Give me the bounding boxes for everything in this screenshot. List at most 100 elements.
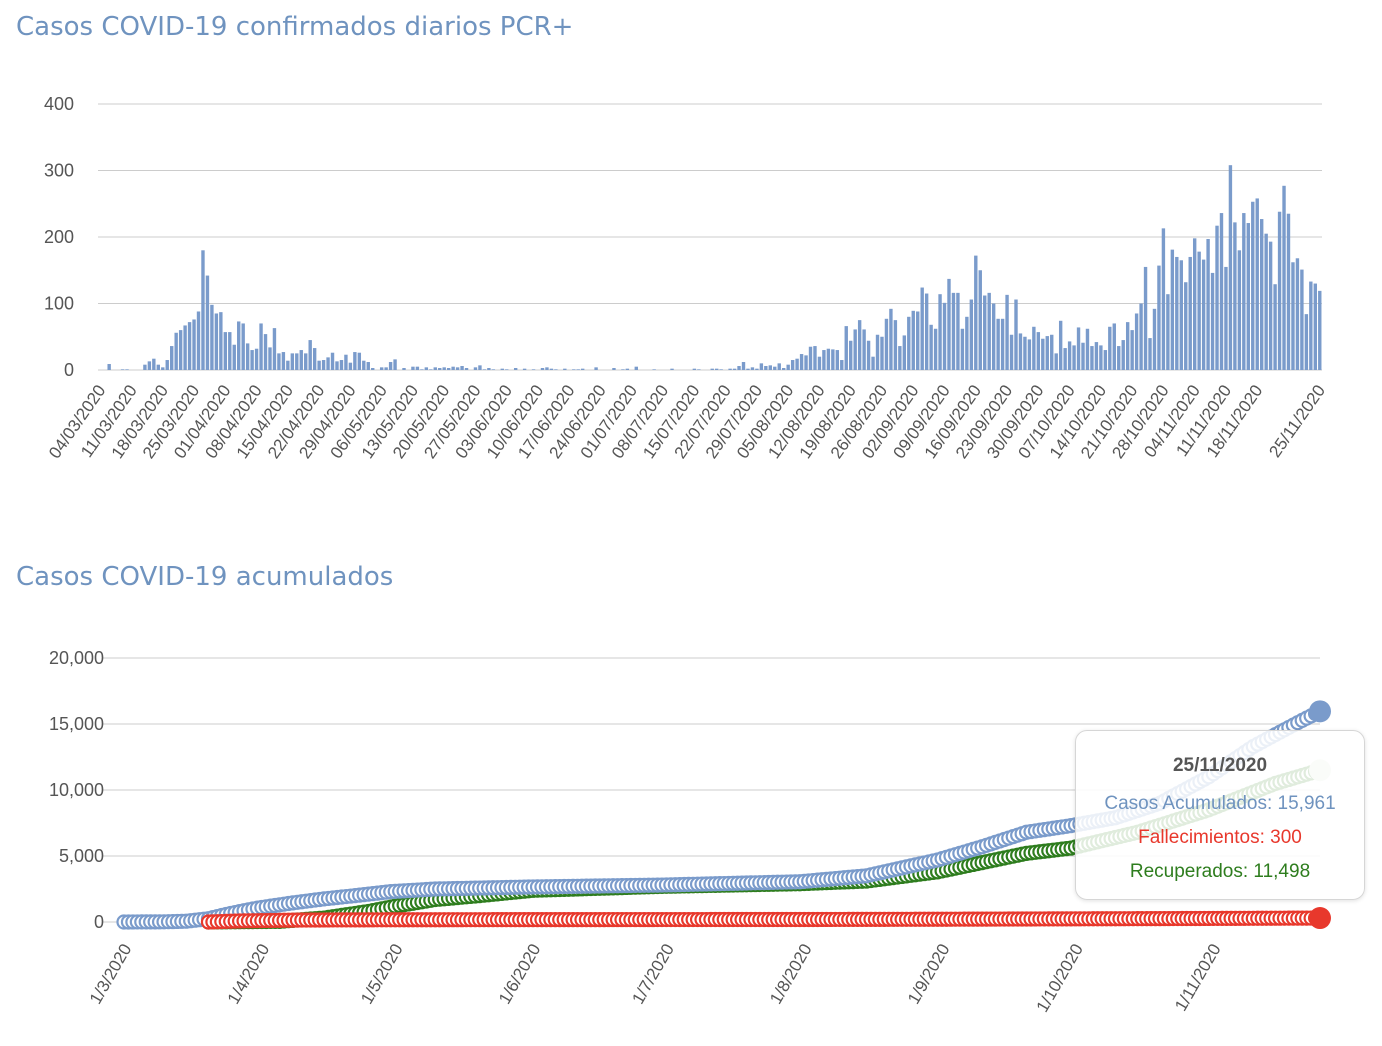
bar — [960, 328, 965, 370]
cumulative-cases-chart-title: Casos COVID-19 acumulados — [16, 562, 394, 592]
bar — [513, 368, 518, 370]
bar — [840, 360, 844, 370]
tooltip-date: 25/11/2020 — [1172, 755, 1268, 776]
series-end-marker — [1309, 700, 1331, 723]
bar — [1277, 211, 1282, 370]
bar — [250, 350, 254, 370]
bar — [786, 364, 790, 370]
bar — [625, 368, 630, 370]
bar — [1300, 269, 1304, 370]
bar — [782, 368, 786, 370]
bar — [710, 368, 714, 370]
bar — [875, 334, 880, 370]
tooltip-fallecimientos: Fallecimientos: 300 — [1138, 827, 1302, 848]
x-tick-label: 1/6/2020 — [495, 941, 545, 1008]
bar — [1085, 328, 1090, 370]
bar — [219, 312, 223, 370]
bar — [464, 368, 469, 370]
bar — [1246, 223, 1250, 370]
bar — [460, 366, 464, 370]
bar — [1094, 342, 1099, 370]
bar — [214, 313, 219, 370]
bar — [1166, 294, 1170, 370]
tooltip-recuperados: Recuperados: 11,498 — [1129, 861, 1311, 882]
bar — [835, 350, 840, 370]
daily-cases-bar-chart: 010020030040004/03/202011/03/202018/03/2… — [44, 94, 1329, 462]
bar — [205, 275, 210, 370]
bar — [107, 364, 111, 370]
bar — [1242, 213, 1246, 370]
bar — [455, 367, 460, 370]
bar — [1032, 326, 1036, 370]
bar — [594, 367, 598, 370]
bar — [259, 323, 263, 370]
bar — [563, 368, 567, 370]
bar — [237, 321, 241, 370]
bar — [965, 316, 969, 370]
bar — [795, 358, 799, 370]
bar — [1286, 213, 1291, 370]
bar — [272, 328, 277, 370]
bar — [692, 368, 697, 370]
bar — [487, 368, 491, 370]
bar — [826, 348, 831, 370]
bar — [924, 293, 929, 370]
bar — [652, 369, 656, 370]
bar — [1023, 336, 1027, 370]
bar — [889, 308, 893, 370]
bar — [1054, 353, 1058, 370]
bar — [1058, 320, 1063, 370]
bar — [1295, 258, 1300, 370]
bar — [192, 319, 196, 370]
bar — [1268, 241, 1273, 370]
bar — [522, 368, 527, 370]
bar — [1210, 272, 1215, 370]
bar — [451, 366, 455, 370]
bar — [804, 355, 808, 370]
bar — [1121, 340, 1125, 370]
bar — [1201, 259, 1206, 370]
bar — [357, 352, 362, 370]
bar — [799, 354, 804, 370]
bar — [402, 368, 406, 370]
bar — [183, 325, 187, 370]
bar — [1014, 299, 1018, 370]
bar — [1125, 322, 1130, 370]
bar — [898, 346, 902, 370]
bar — [312, 348, 317, 370]
bar — [254, 348, 259, 370]
bar — [120, 369, 125, 370]
bar — [299, 350, 303, 370]
bar — [1076, 327, 1081, 370]
bar — [737, 366, 741, 370]
bar — [612, 368, 616, 370]
x-tick-label: 1/11/2020 — [1171, 941, 1225, 1015]
bar — [384, 367, 388, 370]
x-tick-label: 1/10/2020 — [1033, 941, 1087, 1016]
bar — [500, 368, 504, 370]
bar — [956, 292, 960, 370]
y-tick-label: 300 — [44, 161, 74, 181]
bar — [1175, 256, 1179, 370]
bar — [1045, 336, 1049, 370]
bar — [505, 369, 509, 370]
bar — [308, 340, 312, 370]
bar — [366, 362, 370, 370]
bar — [741, 362, 746, 370]
bar — [1063, 348, 1067, 370]
bar — [388, 362, 393, 370]
bar — [911, 310, 915, 370]
bar — [1264, 233, 1268, 370]
x-tick-label: 1/7/2020 — [628, 941, 678, 1008]
y-tick-label: 5,000 — [59, 846, 104, 866]
bar — [1067, 341, 1072, 370]
bar — [393, 359, 397, 370]
bar — [884, 318, 889, 370]
y-tick-label: 0 — [94, 912, 104, 932]
bar — [330, 352, 335, 370]
bar — [1157, 265, 1161, 370]
bar — [286, 360, 290, 370]
bar — [983, 295, 987, 370]
bar — [1304, 314, 1309, 370]
bar — [576, 369, 580, 370]
